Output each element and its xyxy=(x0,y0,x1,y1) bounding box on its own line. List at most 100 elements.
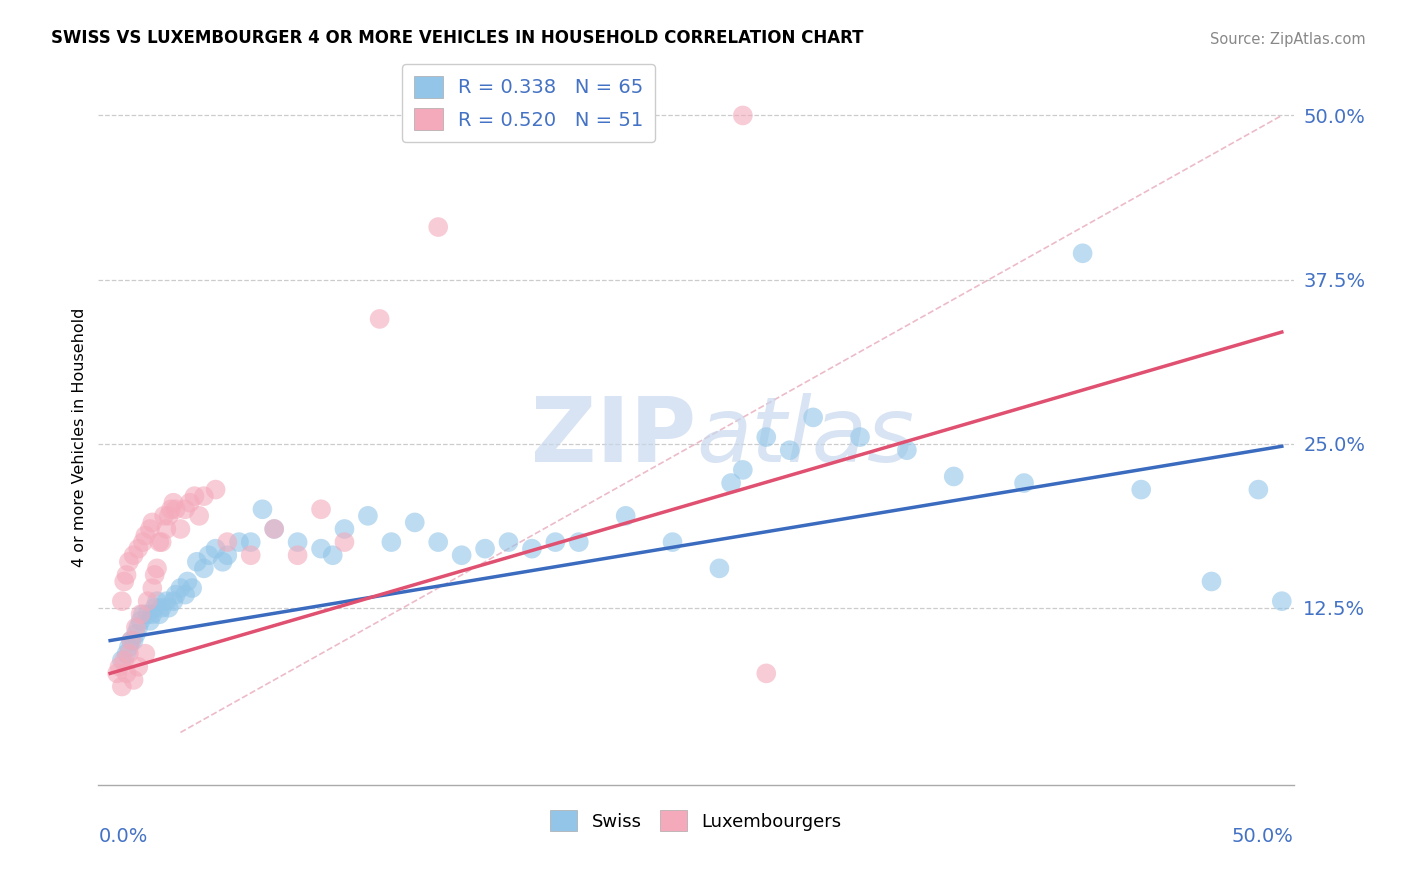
Text: Source: ZipAtlas.com: Source: ZipAtlas.com xyxy=(1209,32,1365,47)
Point xyxy=(141,516,163,530)
Point xyxy=(157,600,180,615)
Point xyxy=(141,607,163,622)
Point xyxy=(204,483,226,497)
Point xyxy=(263,522,285,536)
Point xyxy=(165,502,187,516)
Point xyxy=(136,594,159,608)
Point xyxy=(139,614,162,628)
Legend: Swiss, Luxembourgers: Swiss, Luxembourgers xyxy=(543,804,849,838)
Point xyxy=(162,496,184,510)
Point xyxy=(118,640,141,654)
Point xyxy=(197,548,219,562)
Point xyxy=(155,594,177,608)
Point xyxy=(193,561,215,575)
Point xyxy=(160,502,183,516)
Point xyxy=(148,535,170,549)
Point xyxy=(122,673,145,687)
Point xyxy=(155,522,177,536)
Point xyxy=(136,607,159,622)
Point xyxy=(111,680,134,694)
Point xyxy=(731,463,754,477)
Point xyxy=(150,535,173,549)
Point xyxy=(146,561,169,575)
Point xyxy=(204,541,226,556)
Point xyxy=(127,620,149,634)
Point xyxy=(755,666,778,681)
Point xyxy=(942,469,965,483)
Point xyxy=(1130,483,1153,497)
Point xyxy=(141,581,163,595)
Point xyxy=(309,541,332,556)
Point xyxy=(287,548,309,562)
Point xyxy=(779,443,801,458)
Point xyxy=(122,633,145,648)
Point xyxy=(105,666,128,681)
Point xyxy=(427,220,450,235)
Point xyxy=(1247,483,1270,497)
Point xyxy=(849,430,872,444)
Point xyxy=(129,614,152,628)
Point xyxy=(322,548,344,562)
Point xyxy=(115,666,138,681)
Point xyxy=(111,594,134,608)
Point xyxy=(1012,476,1035,491)
Point xyxy=(544,535,567,549)
Point xyxy=(252,502,274,516)
Text: 50.0%: 50.0% xyxy=(1232,827,1294,846)
Point xyxy=(129,607,152,622)
Point xyxy=(568,535,591,549)
Point xyxy=(520,541,543,556)
Point xyxy=(174,588,197,602)
Point xyxy=(380,535,402,549)
Point xyxy=(127,541,149,556)
Point xyxy=(404,516,426,530)
Point xyxy=(169,581,191,595)
Point xyxy=(427,535,450,549)
Point xyxy=(132,535,155,549)
Point xyxy=(193,489,215,503)
Point xyxy=(239,548,262,562)
Point xyxy=(179,496,201,510)
Point xyxy=(118,555,141,569)
Point xyxy=(139,522,162,536)
Point xyxy=(122,548,145,562)
Point xyxy=(150,600,173,615)
Point xyxy=(181,581,204,595)
Text: ZIP: ZIP xyxy=(531,393,696,481)
Point xyxy=(108,660,131,674)
Point xyxy=(661,535,683,549)
Point xyxy=(217,535,239,549)
Point xyxy=(333,535,356,549)
Point xyxy=(120,633,142,648)
Point xyxy=(143,600,166,615)
Point xyxy=(148,607,170,622)
Point xyxy=(157,508,180,523)
Point xyxy=(127,660,149,674)
Point xyxy=(333,522,356,536)
Point xyxy=(896,443,918,458)
Point xyxy=(120,633,142,648)
Point xyxy=(498,535,520,549)
Point xyxy=(368,312,391,326)
Point xyxy=(169,522,191,536)
Text: 0.0%: 0.0% xyxy=(98,827,148,846)
Point xyxy=(111,653,134,667)
Point xyxy=(1071,246,1094,260)
Point xyxy=(118,647,141,661)
Point xyxy=(143,568,166,582)
Point xyxy=(183,489,205,503)
Point xyxy=(153,508,176,523)
Point xyxy=(176,574,198,589)
Point xyxy=(228,535,250,549)
Point xyxy=(132,607,155,622)
Point xyxy=(1271,594,1294,608)
Point xyxy=(217,548,239,562)
Point xyxy=(450,548,472,562)
Point xyxy=(614,508,637,523)
Point xyxy=(211,555,233,569)
Point xyxy=(134,647,156,661)
Text: atlas: atlas xyxy=(696,393,914,481)
Point xyxy=(239,535,262,549)
Point xyxy=(115,647,138,661)
Point xyxy=(287,535,309,549)
